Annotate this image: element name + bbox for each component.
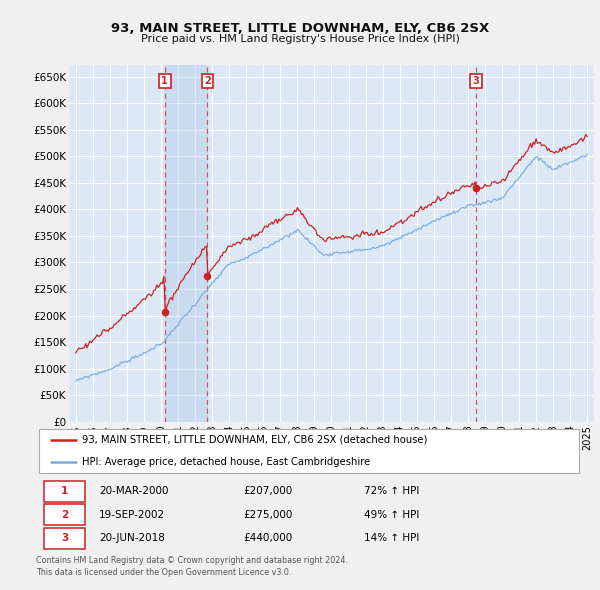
Text: 1: 1 [161,76,168,86]
Text: Contains HM Land Registry data © Crown copyright and database right 2024.: Contains HM Land Registry data © Crown c… [36,556,348,565]
Text: 2: 2 [204,76,211,86]
Text: 1: 1 [61,486,68,496]
FancyBboxPatch shape [39,428,579,473]
Text: £207,000: £207,000 [244,486,293,496]
Text: HPI: Average price, detached house, East Cambridgeshire: HPI: Average price, detached house, East… [82,457,371,467]
Text: 93, MAIN STREET, LITTLE DOWNHAM, ELY, CB6 2SX: 93, MAIN STREET, LITTLE DOWNHAM, ELY, CB… [111,22,489,35]
Text: 14% ↑ HPI: 14% ↑ HPI [364,533,419,543]
Text: 20-MAR-2000: 20-MAR-2000 [99,486,168,496]
Text: 93, MAIN STREET, LITTLE DOWNHAM, ELY, CB6 2SX (detached house): 93, MAIN STREET, LITTLE DOWNHAM, ELY, CB… [82,435,428,445]
Text: 3: 3 [61,533,68,543]
FancyBboxPatch shape [44,504,85,525]
Text: 2: 2 [61,510,68,520]
Text: 20-JUN-2018: 20-JUN-2018 [99,533,164,543]
FancyBboxPatch shape [44,528,85,549]
Text: Price paid vs. HM Land Registry's House Price Index (HPI): Price paid vs. HM Land Registry's House … [140,34,460,44]
Text: 19-SEP-2002: 19-SEP-2002 [99,510,165,520]
Text: £275,000: £275,000 [244,510,293,520]
Bar [165,65,208,422]
FancyBboxPatch shape [44,481,85,502]
Text: 72% ↑ HPI: 72% ↑ HPI [364,486,419,496]
Text: 3: 3 [472,76,479,86]
Text: 49% ↑ HPI: 49% ↑ HPI [364,510,419,520]
Text: £440,000: £440,000 [244,533,293,543]
Text: This data is licensed under the Open Government Licence v3.0.: This data is licensed under the Open Gov… [36,568,292,576]
